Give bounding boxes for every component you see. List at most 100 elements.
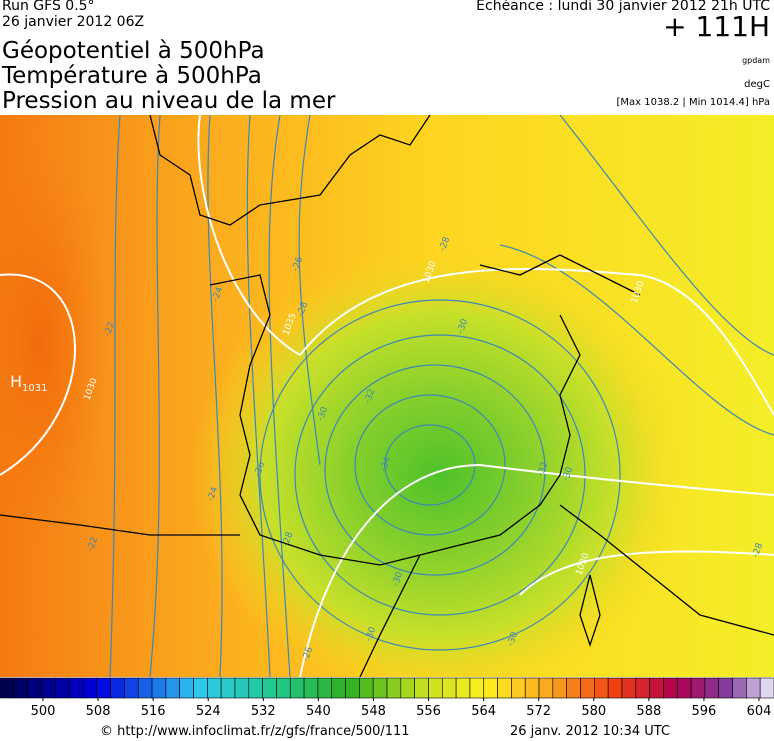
colorbar-cell	[303, 677, 319, 699]
colorbar-label: 556	[416, 704, 441, 719]
colorbar-label: 572	[526, 704, 551, 719]
colorbar-cell	[193, 677, 208, 699]
colorbar-cell	[441, 677, 457, 699]
colorbar-label: 548	[361, 704, 386, 719]
contour-label: -30	[506, 630, 521, 647]
colorbar-cell	[151, 677, 167, 699]
coastlines	[0, 115, 774, 677]
shade	[190, 245, 690, 677]
contour-label: -32	[363, 388, 377, 405]
colorbar-cell	[690, 677, 706, 699]
colorbar-cell	[552, 677, 567, 699]
colorbar-cell	[524, 677, 540, 699]
forecast-time: Echéance : lundi 30 janvier 2012 21h UTC	[476, 0, 770, 14]
colorbar: 500 508 516 524 532 540 548 556 564 572 580 588 596 6…	[0, 677, 774, 719]
map: H 1031 -22 -22 -24 -24 -26 -26 -28 -28 -28 -30 -30 -3…	[0, 115, 774, 677]
contour-label: -28	[438, 235, 453, 252]
generated-time: 26 janv. 2012 10:34 UTC	[510, 724, 671, 739]
colorbar-cell	[234, 677, 250, 699]
contour-label: -34	[379, 455, 394, 472]
colorbar-cell	[165, 677, 180, 699]
high-marker: H	[10, 372, 22, 391]
high-value: 1031	[22, 383, 47, 394]
contour-label: -22	[86, 536, 100, 553]
isotherms	[109, 115, 774, 677]
colorbar-cell	[124, 677, 139, 699]
colorbar-cell	[262, 677, 277, 699]
colorbar-label: 508	[86, 704, 111, 719]
colorbar-cell	[732, 677, 747, 699]
run-date: 26 janvier 2012 06Z	[2, 14, 145, 30]
colorbar-cell	[207, 677, 222, 699]
colorbar-cell	[359, 677, 374, 699]
colorbar-cell	[400, 677, 415, 699]
colorbar-cell	[331, 677, 346, 699]
colorbar-cell	[276, 677, 291, 699]
unit: [Max 1038.2 | Min 1014.4] hPa	[616, 97, 770, 108]
colorbar-cell	[27, 677, 42, 699]
colorbar-cell	[110, 677, 125, 699]
colorbar-cell	[41, 677, 56, 699]
colorbar-label: 588	[636, 704, 661, 719]
source-url: © http://www.infoclimat.fr/z/gfs/france/…	[100, 724, 410, 739]
colorbar-label: 500	[31, 704, 56, 719]
title: Pression au niveau de la mer	[2, 88, 336, 114]
colorbar-cell	[621, 677, 637, 699]
contour-label: -30	[316, 405, 331, 422]
colorbar-cell	[649, 677, 664, 699]
contour-label: -30	[561, 465, 576, 482]
colorbar-cell	[96, 677, 111, 699]
colorbar-cell	[511, 677, 526, 699]
colorbar-cell	[483, 677, 498, 699]
colorbar-cell	[179, 677, 194, 699]
colorbar-label: 596	[692, 704, 717, 719]
colorbar-cell	[497, 677, 512, 699]
isobars	[0, 115, 774, 677]
colorbar-label: 516	[141, 704, 166, 719]
colorbar-cell	[759, 677, 774, 699]
contour-label: -24	[206, 485, 221, 502]
colorbar-cell	[289, 677, 305, 699]
colorbar-cell	[580, 677, 595, 699]
colorbar-cell	[137, 677, 153, 699]
contour-label: -22	[103, 321, 117, 338]
colorbar-cell	[594, 677, 609, 699]
colorbar-cell	[566, 677, 581, 699]
colorbar-cell	[220, 677, 236, 699]
colorbar-cell	[428, 677, 443, 699]
contour-label: -30	[364, 625, 379, 642]
colorbar-cell	[414, 677, 429, 699]
colorbar-cell	[54, 677, 70, 699]
colorbar-label: 580	[581, 704, 606, 719]
colorbar-cell	[469, 677, 485, 699]
contour-label: -30	[391, 570, 406, 587]
colorbar-cell	[82, 677, 98, 699]
shade	[0, 145, 110, 545]
contour-label: -30	[456, 317, 471, 334]
colorbar-cell	[13, 677, 28, 699]
contour-label: -28	[281, 530, 296, 547]
colorbar-cell	[607, 677, 623, 699]
contour-label: -32	[536, 461, 550, 478]
colorbar-label: 532	[251, 704, 276, 719]
colorbar-cell	[718, 677, 733, 699]
colorbar-cell	[372, 677, 388, 699]
colorbar-cell	[0, 677, 15, 699]
colorbar-cell	[317, 677, 333, 699]
contour-label: -24	[211, 285, 226, 302]
colorbar-label: 540	[306, 704, 331, 719]
colorbar-cell	[676, 677, 692, 699]
unit: degC	[744, 79, 770, 90]
colorbar-label: 524	[196, 704, 221, 719]
run-label: Run GFS 0.5°	[2, 0, 95, 14]
colorbar-cell	[386, 677, 402, 699]
colorbar-cell	[345, 677, 360, 699]
colorbar-label: 604	[747, 704, 772, 719]
contour-label: -26	[253, 460, 268, 477]
colorbar-cell	[248, 677, 263, 699]
colorbar-cell	[746, 677, 761, 699]
contour-label: -26	[301, 645, 316, 662]
colorbar-cell	[704, 677, 720, 699]
colorbar-cell	[68, 677, 84, 699]
